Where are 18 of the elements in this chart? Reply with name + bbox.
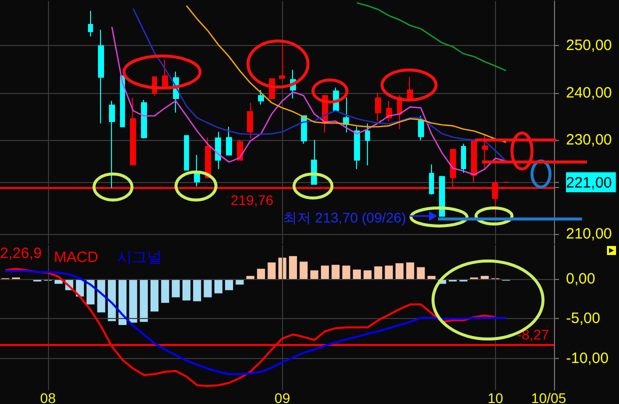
text: 시그널 bbox=[117, 249, 162, 266]
y-tick-label: 221,00 bbox=[566, 174, 612, 192]
ref-line-label: -8,27 bbox=[517, 326, 550, 343]
x-tick-label: 09 bbox=[274, 390, 290, 404]
y-tick-label: 240,00 bbox=[566, 84, 612, 102]
x-tick-label: 10 bbox=[488, 390, 504, 404]
y-tick-label: 250,00 bbox=[566, 37, 612, 54]
annotation: 최저 213,70 (09/26) bbox=[283, 210, 406, 226]
x-tick-label: 10/05 bbox=[531, 390, 566, 404]
y-tick-label: -5,00 bbox=[566, 310, 600, 328]
y-tick-label: -10,00 bbox=[566, 350, 609, 367]
y-tick-label: 230,00 bbox=[566, 131, 612, 148]
x-tick-label: 08 bbox=[40, 390, 56, 404]
series-label: MACD bbox=[54, 249, 98, 266]
y-tick-label: 0,00 bbox=[566, 270, 596, 288]
legend-title: 2,26,9 bbox=[0, 245, 42, 262]
ref-line-label: 219,76 bbox=[230, 192, 274, 208]
y-tick-label: 210,00 bbox=[566, 226, 612, 243]
